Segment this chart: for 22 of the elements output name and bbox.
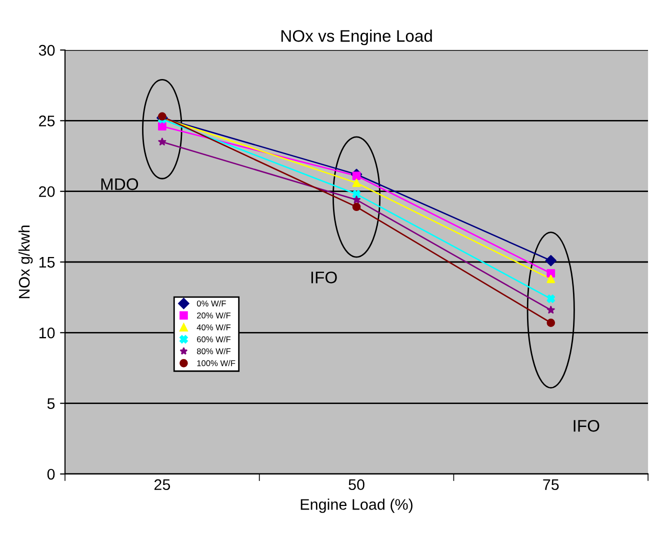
y-tick-label: 10 xyxy=(39,328,55,338)
x-tick-label: 25 xyxy=(154,479,170,490)
x-axis-title: Engine Load (%) xyxy=(300,498,412,513)
x-tick-label: 75 xyxy=(543,479,559,490)
annotation: MDO xyxy=(101,178,138,190)
annotation: IFO xyxy=(574,420,600,432)
chart-title: NOx vs Engine Load xyxy=(281,30,432,46)
y-tick-label: 0 xyxy=(47,468,55,480)
legend-label: 60% W/F xyxy=(197,336,231,342)
annotation: IFO xyxy=(311,272,337,284)
legend-label: 40% W/F xyxy=(196,324,231,330)
legend-label: 0% W/F xyxy=(196,300,226,306)
y-tick-label: 5 xyxy=(47,398,55,410)
y-tick-label: 15 xyxy=(39,257,55,268)
legend-label: 20% W/F xyxy=(197,312,231,318)
legend-label: 80% W/F xyxy=(196,348,231,354)
y-tick-label: 20 xyxy=(39,186,55,198)
y-axis-title: NOx g/kwh xyxy=(18,226,33,298)
y-tick-label: 30 xyxy=(38,44,55,56)
y-tick-label: 25 xyxy=(39,116,55,126)
x-tick-label: 50 xyxy=(348,479,364,490)
legend-label: 100% W/F xyxy=(197,360,236,366)
